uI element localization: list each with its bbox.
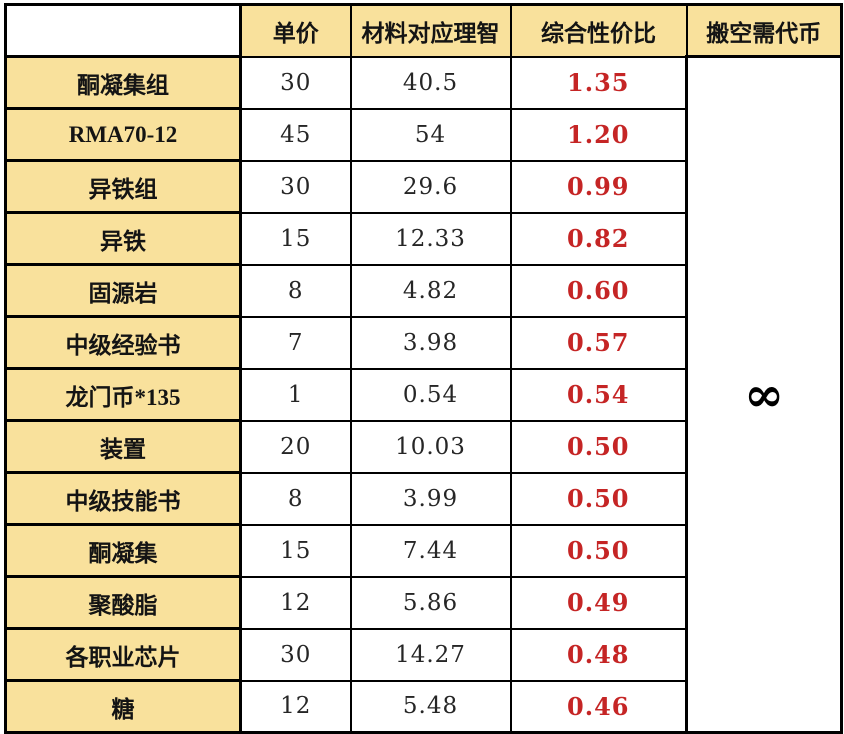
material-name-cell: 酮凝集 xyxy=(4,523,242,578)
material-name-cell: 龙门币*135 xyxy=(4,367,242,422)
unit-price-cell: 30 xyxy=(239,159,352,214)
material-name-cell: 各职业芯片 xyxy=(4,627,242,682)
corner-blank-cell xyxy=(4,3,242,58)
infinity-merged-cell: ∞ xyxy=(685,55,843,734)
material-name-cell: 聚酸脂 xyxy=(4,575,242,630)
cost-ratio-cell: 0.82 xyxy=(509,211,688,266)
table-row: 酮凝集 15 7.44 0.50 xyxy=(4,523,842,578)
cost-ratio-cell: 0.54 xyxy=(509,367,688,422)
unit-price-cell: 30 xyxy=(239,55,352,110)
material-name-cell: RMA70-12 xyxy=(4,107,242,162)
cost-ratio-cell: 0.50 xyxy=(509,523,688,578)
sanity-value-cell: 3.99 xyxy=(349,471,512,526)
cost-ratio-cell: 0.50 xyxy=(509,419,688,474)
unit-price-cell: 30 xyxy=(239,627,352,682)
sanity-value-cell: 5.48 xyxy=(349,679,512,734)
unit-price-cell: 7 xyxy=(239,315,352,370)
cost-ratio-cell: 0.50 xyxy=(509,471,688,526)
table-row: 中级经验书 7 3.98 0.57 xyxy=(4,315,842,370)
table-row: 酮凝集组 30 40.5 1.35 ∞ xyxy=(4,55,843,734)
sanity-value-cell: 4.82 xyxy=(349,263,512,318)
unit-price-cell: 20 xyxy=(239,419,352,474)
table-row: 固源岩 8 4.82 0.60 xyxy=(4,263,842,318)
unit-price-cell: 45 xyxy=(239,107,352,162)
sanity-value-cell: 12.33 xyxy=(349,211,512,266)
header-unit-price: 单价 xyxy=(239,3,352,58)
sanity-value-cell: 5.86 xyxy=(349,575,512,630)
material-value-table: 单价 材料对应理智 综合性价比 搬空需代币 酮凝集组 30 40.5 1.35 … xyxy=(4,3,843,734)
sanity-value-cell: 0.54 xyxy=(349,367,512,422)
table-row: 装置 20 10.03 0.50 xyxy=(4,419,842,474)
unit-price-cell: 15 xyxy=(239,523,352,578)
sanity-value-cell: 40.5 xyxy=(349,55,512,110)
unit-price-cell: 15 xyxy=(239,211,352,266)
table-row: 异铁组 30 29.6 0.99 xyxy=(4,159,842,214)
table-row: 中级技能书 8 3.99 0.50 xyxy=(4,471,842,526)
sanity-value-cell: 54 xyxy=(349,107,512,162)
cost-ratio-cell: 0.46 xyxy=(509,679,688,734)
header-sanity-value: 材料对应理智 xyxy=(349,3,512,58)
unit-price-cell: 1 xyxy=(239,367,352,422)
unit-price-cell: 8 xyxy=(239,263,352,318)
material-name-cell: 装置 xyxy=(4,419,242,474)
material-name-cell: 糖 xyxy=(4,679,242,734)
table-row: 聚酸脂 12 5.86 0.49 xyxy=(4,575,842,630)
material-name-cell: 固源岩 xyxy=(4,263,242,318)
unit-price-cell: 12 xyxy=(239,575,352,630)
cost-ratio-cell: 0.57 xyxy=(509,315,688,370)
sanity-value-cell: 7.44 xyxy=(349,523,512,578)
sanity-value-cell: 29.6 xyxy=(349,159,512,214)
sanity-value-cell: 14.27 xyxy=(349,627,512,682)
table-row: 各职业芯片 30 14.27 0.48 xyxy=(4,627,842,682)
cost-ratio-cell: 0.48 xyxy=(509,627,688,682)
header-token-needed: 搬空需代币 xyxy=(685,3,843,58)
sanity-value-cell: 3.98 xyxy=(349,315,512,370)
material-name-cell: 酮凝集组 xyxy=(4,55,242,110)
unit-price-cell: 8 xyxy=(239,471,352,526)
cost-ratio-cell: 1.20 xyxy=(509,107,688,162)
unit-price-cell: 12 xyxy=(239,679,352,734)
material-name-cell: 异铁 xyxy=(4,211,242,266)
cost-ratio-cell: 1.35 xyxy=(509,55,688,110)
material-name-cell: 异铁组 xyxy=(4,159,242,214)
table-row: RMA70-12 45 54 1.20 xyxy=(4,107,842,162)
material-name-cell: 中级技能书 xyxy=(4,471,242,526)
header-row: 单价 材料对应理智 综合性价比 搬空需代币 xyxy=(4,3,843,58)
table-row: 异铁 15 12.33 0.82 xyxy=(4,211,842,266)
header-cost-ratio: 综合性价比 xyxy=(509,3,688,58)
cost-ratio-cell: 0.49 xyxy=(509,575,688,630)
sanity-value-cell: 10.03 xyxy=(349,419,512,474)
cost-ratio-cell: 0.99 xyxy=(509,159,688,214)
table-row: 龙门币*135 1 0.54 0.54 xyxy=(4,367,842,422)
material-name-cell: 中级经验书 xyxy=(4,315,242,370)
cost-ratio-cell: 0.60 xyxy=(509,263,688,318)
